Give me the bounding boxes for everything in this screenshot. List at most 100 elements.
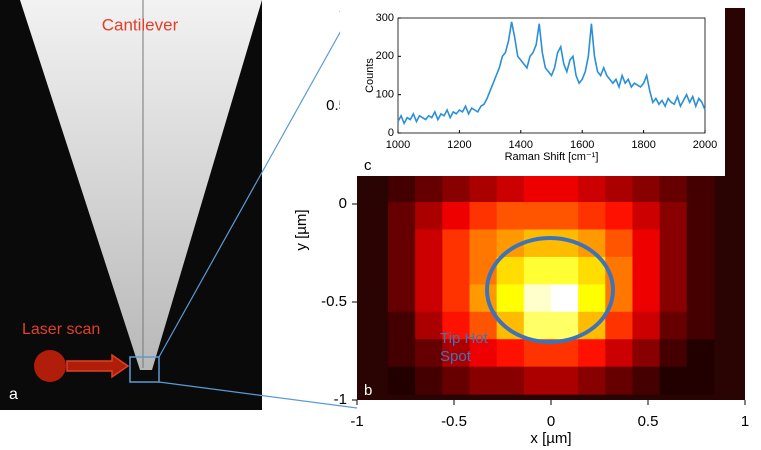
heat-cell <box>632 256 661 285</box>
zoom-line <box>158 381 358 409</box>
heat-cell <box>659 339 688 368</box>
heat-cell <box>659 174 688 203</box>
x-tick-label: -0.5 <box>441 413 467 430</box>
y-tick-label: 200 <box>376 50 394 62</box>
heat-cell <box>442 339 471 368</box>
heat-cell <box>632 366 661 395</box>
heat-cell <box>523 284 552 313</box>
y-tick-label: -0.5 <box>321 293 347 310</box>
heat-cell <box>415 256 443 285</box>
panel-label: c <box>364 157 372 174</box>
annotation: Spot <box>440 348 472 365</box>
heat-cell <box>523 256 552 285</box>
x-tick-label: -1 <box>350 413 363 430</box>
heat-cell <box>578 339 606 368</box>
heat-cell <box>415 366 443 395</box>
heat-cell <box>469 174 498 203</box>
heat-cell <box>551 311 579 340</box>
x-tick-label: 1000 <box>386 139 410 151</box>
heat-cell <box>496 256 525 285</box>
y-axis-label: Counts <box>364 58 376 93</box>
heat-cell <box>686 284 715 313</box>
heat-cell <box>632 174 661 203</box>
heat-cell <box>605 202 633 230</box>
heat-cell <box>388 284 416 313</box>
heat-cell <box>551 174 579 203</box>
heat-cell <box>632 311 661 340</box>
heat-cell <box>415 284 443 313</box>
heat-cell <box>578 202 606 230</box>
hot-spot-outline <box>485 236 615 344</box>
heat-cell <box>551 366 579 395</box>
x-tick-label: 0.5 <box>638 413 659 430</box>
heat-cell <box>578 366 606 395</box>
panel-label: a <box>9 386 18 403</box>
heat-cell <box>496 366 525 395</box>
heat-cell <box>686 311 715 340</box>
x-tick-label: 2000 <box>693 139 717 151</box>
heat-cell <box>686 256 715 285</box>
heat-cell <box>469 366 498 395</box>
heat-cell <box>442 256 471 285</box>
scan-arrow <box>66 353 130 379</box>
heat-cell <box>496 202 525 230</box>
heat-cell <box>388 229 416 258</box>
heat-cell <box>605 174 633 203</box>
heat-cell <box>388 339 416 368</box>
x-tick-label: 1200 <box>447 139 471 151</box>
heat-cell <box>442 311 471 340</box>
heat-cell <box>659 229 688 258</box>
heat-cell <box>551 339 579 368</box>
heat-cell <box>496 174 525 203</box>
heat-cell <box>523 229 552 258</box>
annotation: Tip Hot <box>440 330 489 347</box>
heat-cell <box>659 366 688 395</box>
heat-cell <box>523 174 552 203</box>
heat-cell <box>415 202 443 230</box>
heat-cell <box>388 366 416 395</box>
heat-cell <box>415 339 443 368</box>
x-tick-label: 1800 <box>631 139 655 151</box>
heat-cell <box>578 284 606 313</box>
heat-cell <box>388 311 416 340</box>
panel-label: b <box>364 382 372 399</box>
laser-spot <box>34 350 66 382</box>
y-axis-label: y [µm] <box>293 209 310 250</box>
heat-cell <box>632 229 661 258</box>
heat-cell <box>632 339 661 368</box>
heat-cell <box>469 339 498 368</box>
heat-cell <box>442 202 471 230</box>
heat-cell <box>686 366 715 395</box>
spectrum-chart: 1000 1200 1400 1600 1800 2000 0 100 200 300 Raman … <box>340 0 725 176</box>
heat-cell <box>551 202 579 230</box>
zoom-box <box>129 356 160 383</box>
heat-cell <box>496 284 525 313</box>
heat-cell <box>523 202 552 230</box>
zoom-line <box>158 1 358 358</box>
heat-cell <box>578 174 606 203</box>
heat-cell <box>469 311 498 340</box>
x-tick-label: 0 <box>547 413 555 430</box>
image-panel: Cantilever Laser scan a <box>0 0 262 410</box>
x-axis-label: Raman Shift [cm⁻¹] <box>505 151 599 163</box>
heat-cell <box>388 174 416 203</box>
heat-cell <box>469 229 498 258</box>
heat-cell <box>442 284 471 313</box>
y-tick-label: 100 <box>376 89 394 101</box>
heat-cell <box>415 311 443 340</box>
heat-cell <box>442 174 471 203</box>
y-tick-label: -1 <box>334 391 347 408</box>
heat-cell <box>605 339 633 368</box>
heat-cell <box>659 256 688 285</box>
heat-cell <box>551 256 579 285</box>
heat-cell <box>605 311 633 340</box>
heat-cell <box>523 366 552 395</box>
y-tick-label: 0 <box>339 195 347 212</box>
heat-cell <box>659 311 688 340</box>
heat-cell <box>605 229 633 258</box>
heat-cell <box>632 284 661 313</box>
heat-cell <box>388 256 416 285</box>
y-tick-label: 0 <box>388 127 394 139</box>
